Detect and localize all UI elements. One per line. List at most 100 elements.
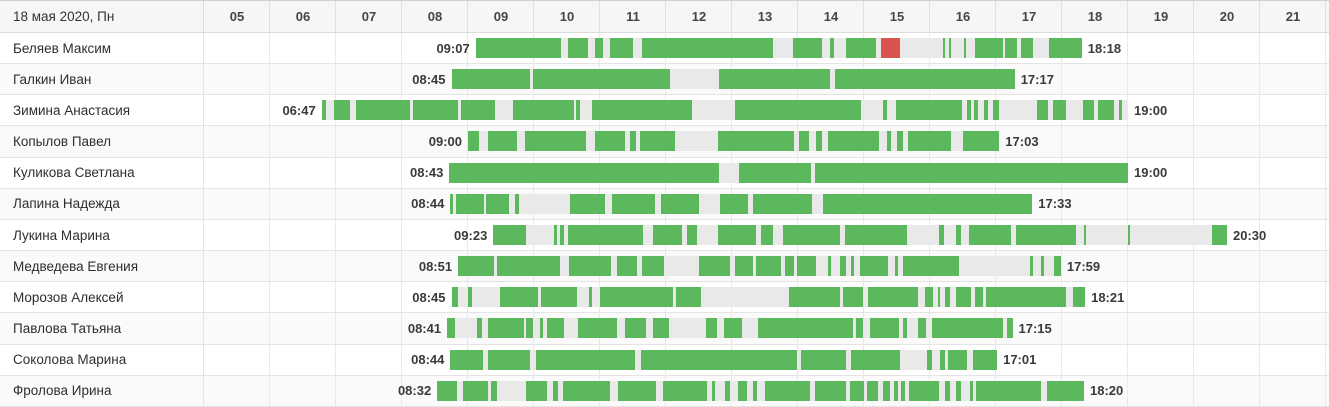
work-segment[interactable] xyxy=(1054,256,1061,277)
work-segment[interactable] xyxy=(437,380,457,401)
work-segment[interactable] xyxy=(901,380,905,401)
work-segment[interactable] xyxy=(956,224,961,245)
work-segment[interactable] xyxy=(450,349,484,370)
work-segment[interactable] xyxy=(717,224,757,245)
work-segment[interactable] xyxy=(641,256,664,277)
work-segment[interactable] xyxy=(592,100,693,121)
work-segment[interactable] xyxy=(1021,38,1034,58)
work-segment[interactable] xyxy=(827,131,880,152)
work-segment[interactable] xyxy=(859,256,889,277)
work-segment[interactable] xyxy=(652,224,683,245)
work-segment[interactable] xyxy=(932,318,1003,339)
work-segment[interactable] xyxy=(496,256,561,277)
work-segment[interactable] xyxy=(974,100,979,121)
work-segment[interactable] xyxy=(333,100,351,121)
work-segment[interactable] xyxy=(1211,224,1227,245)
work-segment[interactable] xyxy=(458,256,495,277)
work-segment[interactable] xyxy=(476,318,483,339)
work-segment[interactable] xyxy=(1046,380,1084,401)
work-segment[interactable] xyxy=(552,380,559,401)
work-segment[interactable] xyxy=(675,287,702,308)
work-segment[interactable] xyxy=(938,224,945,245)
work-segment[interactable] xyxy=(450,193,453,214)
work-segment[interactable] xyxy=(752,380,758,401)
work-segment[interactable] xyxy=(705,318,717,339)
work-segment[interactable] xyxy=(536,349,636,370)
work-segment[interactable] xyxy=(963,131,1000,152)
work-segment[interactable] xyxy=(640,349,797,370)
work-segment[interactable] xyxy=(856,318,863,339)
work-segment[interactable] xyxy=(823,193,1033,214)
work-segment[interactable] xyxy=(924,287,934,308)
work-segment[interactable] xyxy=(1073,287,1086,308)
work-segment[interactable] xyxy=(1084,224,1087,245)
work-segment[interactable] xyxy=(485,193,509,214)
work-segment[interactable] xyxy=(578,318,617,339)
work-segment[interactable] xyxy=(589,287,593,308)
work-segment[interactable] xyxy=(525,131,586,152)
work-segment[interactable] xyxy=(652,318,670,339)
work-segment[interactable] xyxy=(909,380,939,401)
work-segment[interactable] xyxy=(969,380,973,401)
work-segment[interactable] xyxy=(843,287,863,308)
work-segment[interactable] xyxy=(612,193,655,214)
work-segment[interactable] xyxy=(964,38,967,58)
work-segment[interactable] xyxy=(570,193,606,214)
work-segment[interactable] xyxy=(1098,100,1114,121)
work-segment[interactable] xyxy=(758,318,853,339)
work-segment[interactable] xyxy=(850,256,855,277)
work-segment[interactable] xyxy=(609,38,633,58)
work-segment[interactable] xyxy=(887,131,892,152)
work-segment[interactable] xyxy=(895,100,962,121)
work-segment[interactable] xyxy=(487,318,525,339)
work-segment[interactable] xyxy=(868,287,918,308)
work-segment[interactable] xyxy=(568,224,643,245)
work-segment[interactable] xyxy=(639,131,675,152)
work-segment[interactable] xyxy=(975,38,1003,58)
work-segment[interactable] xyxy=(616,256,638,277)
work-segment[interactable] xyxy=(975,287,983,308)
work-segment[interactable] xyxy=(845,224,907,245)
work-segment[interactable] xyxy=(792,38,823,58)
work-segment[interactable] xyxy=(846,38,877,58)
work-segment[interactable] xyxy=(897,131,903,152)
work-segment[interactable] xyxy=(699,256,730,277)
work-segment[interactable] xyxy=(814,162,1128,183)
work-segment[interactable] xyxy=(867,380,879,401)
work-segment[interactable] xyxy=(468,287,473,308)
work-segment[interactable] xyxy=(968,224,1012,245)
work-segment[interactable] xyxy=(569,256,611,277)
work-segment[interactable] xyxy=(625,318,647,339)
work-segment[interactable] xyxy=(801,349,847,370)
work-segment[interactable] xyxy=(499,287,539,308)
work-segment[interactable] xyxy=(1015,224,1077,245)
work-segment[interactable] xyxy=(547,318,564,339)
work-segment[interactable] xyxy=(937,287,940,308)
work-segment[interactable] xyxy=(1119,100,1123,121)
work-segment[interactable] xyxy=(717,131,794,152)
work-segment[interactable] xyxy=(789,287,840,308)
work-segment[interactable] xyxy=(814,380,847,401)
work-segment[interactable] xyxy=(829,38,835,58)
work-segment[interactable] xyxy=(712,380,716,401)
work-segment[interactable] xyxy=(575,100,581,121)
work-segment[interactable] xyxy=(600,287,673,308)
work-segment[interactable] xyxy=(641,38,773,58)
work-segment[interactable] xyxy=(515,193,519,214)
work-segment[interactable] xyxy=(487,349,530,370)
work-segment[interactable] xyxy=(835,69,1015,90)
work-segment[interactable] xyxy=(765,380,811,401)
work-segment[interactable] xyxy=(1030,256,1034,277)
work-segment[interactable] xyxy=(725,380,730,401)
work-segment[interactable] xyxy=(462,380,488,401)
work-segment[interactable] xyxy=(540,287,577,308)
work-segment[interactable] xyxy=(686,224,697,245)
work-segment[interactable] xyxy=(784,256,794,277)
work-segment[interactable] xyxy=(475,38,562,58)
work-segment[interactable] xyxy=(719,193,749,214)
work-segment[interactable] xyxy=(553,224,558,245)
work-segment[interactable] xyxy=(908,131,951,152)
work-segment[interactable] xyxy=(882,380,891,401)
work-segment[interactable] xyxy=(983,100,989,121)
work-segment[interactable] xyxy=(815,131,823,152)
